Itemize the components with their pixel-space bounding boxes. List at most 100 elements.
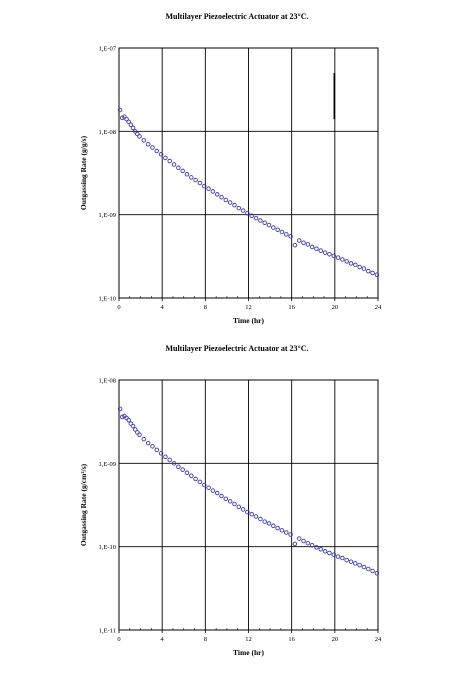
- y-axis-label: Outgassing Rate (g/cm²/s): [79, 463, 88, 546]
- data-point: [305, 540, 311, 546]
- data-point: [374, 272, 380, 278]
- data-point: [145, 141, 151, 147]
- data-point: [353, 262, 358, 268]
- data-point: [279, 528, 285, 533]
- data-point: [180, 467, 185, 472]
- data-point: [232, 202, 237, 208]
- y-tick-label: 1,E-10: [98, 544, 116, 551]
- data-point: [296, 238, 302, 243]
- data-point: [210, 189, 216, 194]
- data-point: [331, 552, 337, 557]
- data-point: [202, 183, 207, 189]
- data-point: [189, 175, 194, 180]
- data-point: [284, 530, 289, 535]
- data-point: [245, 509, 250, 515]
- x-tick-label: 0: [117, 304, 120, 311]
- data-point: [370, 568, 375, 574]
- data-point: [370, 270, 375, 276]
- data-point: [236, 205, 242, 211]
- data-point: [130, 125, 136, 131]
- data-point: [309, 542, 315, 548]
- data-point: [288, 532, 293, 537]
- data-point: [258, 516, 263, 522]
- data-point: [357, 562, 362, 568]
- data-point: [163, 454, 168, 459]
- data-point: [374, 570, 380, 576]
- data-point: [335, 554, 341, 559]
- data-point: [366, 566, 371, 572]
- data-point: [154, 447, 160, 453]
- data-point: [331, 253, 337, 259]
- data-point: [253, 514, 259, 519]
- data-point: [361, 266, 367, 271]
- x-tick-label: 16: [288, 304, 295, 311]
- y-axis-label: Outgassing Rate (g/g/s): [79, 135, 88, 210]
- data-point: [180, 168, 185, 174]
- x-tick-label: 20: [332, 636, 339, 643]
- data-point: [292, 541, 298, 547]
- data-point: [292, 242, 298, 248]
- data-point: [158, 451, 164, 456]
- data-point: [288, 234, 293, 239]
- data-point: [240, 208, 246, 213]
- data-point: [366, 268, 371, 274]
- data-point: [193, 177, 198, 183]
- data-point: [305, 242, 311, 247]
- data-point: [318, 248, 324, 253]
- data-point: [361, 564, 367, 570]
- x-tick-label: 12: [245, 636, 252, 643]
- x-tick-label: 16: [288, 636, 295, 643]
- data-point: [130, 423, 136, 429]
- x-tick-label: 20: [332, 304, 339, 311]
- data-point: [232, 501, 237, 507]
- data-point: [206, 186, 211, 191]
- data-point: [314, 545, 319, 550]
- y-tick-label: 1,E-10: [98, 296, 116, 303]
- data-point: [132, 129, 138, 134]
- data-point: [154, 148, 160, 154]
- data-point: [335, 255, 341, 260]
- data-point: [318, 547, 324, 552]
- x-axis-label: Time (hr): [233, 316, 264, 325]
- chart-plot-area: 0 4 8 12 16 20 24 1,E-11 1,E-10 1,E-09 1,E-08 Time …: [79, 378, 382, 658]
- data-point: [171, 461, 177, 466]
- data-point: [126, 119, 131, 125]
- data-point: [193, 476, 198, 482]
- x-tick-label: 8: [204, 636, 207, 643]
- data-point: [137, 134, 142, 139]
- x-tick-label: 8: [204, 304, 207, 311]
- chart-plot-area: 0 4 8 12 16 20 24 1,E-10 1,E-09 1,E-08 1,E-07 Time …: [79, 46, 382, 326]
- data-point: [219, 493, 224, 499]
- y-tick-label: 1,E-09: [98, 212, 116, 219]
- data-point: [271, 225, 276, 230]
- data-point: [340, 257, 345, 262]
- data-point: [124, 116, 129, 122]
- data-point: [245, 210, 250, 216]
- data-point: [171, 162, 177, 167]
- data-point: [176, 165, 181, 171]
- chart-title: Multilayer Piezoelectric Actuator at 23°…: [165, 344, 309, 353]
- data-point: [167, 158, 172, 164]
- data-point: [141, 436, 147, 442]
- x-tick-label: 24: [375, 304, 382, 311]
- x-tick-label: 12: [245, 304, 252, 311]
- data-point: [126, 417, 131, 423]
- data-point: [344, 259, 349, 264]
- data-point: [301, 538, 306, 544]
- data-point: [249, 213, 254, 219]
- data-point: [128, 122, 134, 127]
- data-point: [284, 232, 289, 237]
- data-point: [219, 194, 224, 200]
- y-tick-label: 1,E-08: [98, 129, 116, 136]
- chart-outgassing-per-area: Multilayer Piezoelectric Actuator at 23°…: [0, 340, 474, 670]
- data-point: [145, 440, 151, 446]
- data-point: [340, 555, 345, 561]
- data-point: [227, 200, 233, 205]
- y-tick-label: 1,E-08: [98, 378, 116, 385]
- data-point: [353, 561, 358, 566]
- data-point: [197, 180, 203, 186]
- data-point: [253, 215, 259, 221]
- data-point: [158, 152, 164, 157]
- data-point: [214, 490, 220, 496]
- data-point: [249, 511, 254, 517]
